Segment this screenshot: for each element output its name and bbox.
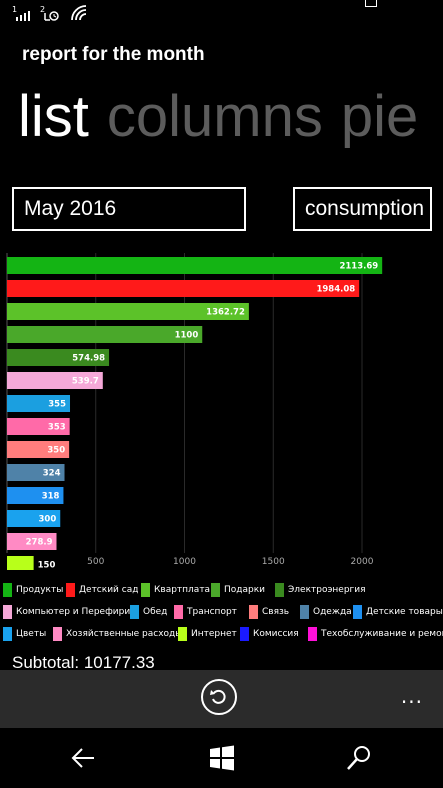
pivot-tab-pie[interactable]: pie [340, 84, 419, 149]
battery-icon [365, 0, 377, 7]
bar [7, 556, 34, 570]
legend-label: Интернет [191, 629, 237, 639]
bar-value-label: 2113.69 [339, 262, 378, 272]
month-selector[interactable]: May 2016 [12, 187, 246, 231]
bar [7, 326, 203, 343]
nav-bar [0, 728, 443, 788]
legend-label: Связь [262, 607, 290, 617]
bar [7, 257, 383, 274]
svg-text:2: 2 [40, 5, 45, 14]
sim2-signal-icon: 2 [40, 5, 59, 21]
legend-label: Компьютер и Перефирия [16, 607, 136, 617]
legend-swatch [174, 605, 183, 619]
legend-swatch [249, 605, 258, 619]
bar-value-label: 300 [39, 515, 57, 525]
legend-swatch [3, 605, 12, 619]
legend-swatch [141, 583, 150, 597]
legend-swatch [240, 627, 249, 641]
legend-label: Детский сад [79, 585, 139, 595]
bar-value-label: 355 [48, 400, 66, 410]
legend-swatch [53, 627, 62, 641]
legend-label: Цветы [16, 629, 47, 639]
pivot-tab-columns[interactable]: columns [106, 84, 323, 149]
signal-icon: 1 [12, 5, 30, 21]
legend-label: Одежда [313, 607, 352, 617]
undo-button[interactable] [201, 679, 237, 715]
legend-label: Хозяйственные расходы [66, 629, 183, 639]
page-title: report for the month [22, 44, 205, 65]
search-icon[interactable] [345, 744, 373, 772]
pivot-tab-list[interactable]: list [18, 84, 89, 149]
bar [7, 303, 249, 320]
legend-label: Электроэнергия [288, 585, 366, 595]
legend-label: Обед [143, 607, 168, 617]
legend-swatch [66, 583, 75, 597]
bar-value-label: 1100 [175, 331, 199, 341]
legend-swatch [308, 627, 317, 641]
legend-swatch [3, 583, 12, 597]
x-tick-label: 500 [87, 557, 104, 567]
legend-label: Квартплата [154, 585, 211, 595]
bar-chart: 500 1000 1500 2000 2113.69 1984.08 1362.72 1100… [6, 253, 383, 571]
legend-label: Детские товары [366, 607, 443, 617]
type-selector[interactable]: consumption [293, 187, 432, 231]
legend-swatch [300, 605, 309, 619]
more-button[interactable]: ... [400, 684, 423, 708]
legend-swatch [3, 627, 12, 641]
legend-label: Транспорт [187, 607, 237, 617]
bar [7, 441, 70, 458]
legend-swatch [211, 583, 220, 597]
bar-value-label: 318 [42, 492, 60, 502]
bar-value-label: 278.9 [26, 538, 53, 548]
bar [7, 487, 64, 504]
back-arrow-icon[interactable] [70, 744, 98, 772]
x-tick-label: 1500 [262, 557, 285, 567]
bar [7, 533, 57, 550]
legend-swatch [353, 605, 362, 619]
bar-value-label: 1362.72 [206, 308, 245, 318]
legend-swatch [178, 627, 187, 641]
bar-value-label: 324 [43, 469, 61, 479]
legend-label: Техобслуживание и ремонт [321, 629, 443, 639]
bar-value-label: 353 [48, 423, 66, 433]
bar [7, 418, 70, 435]
windows-start-icon[interactable] [208, 744, 236, 772]
bar [7, 395, 71, 412]
bar-value-label: 150 [38, 561, 56, 571]
pivot-header: list columns pie [18, 82, 436, 152]
svg-text:1: 1 [12, 5, 17, 14]
app-bar: ... [0, 670, 443, 728]
subtotal-text: Subtotal: 10177.33 [12, 653, 155, 672]
bar-value-label: 1984.08 [316, 285, 355, 295]
x-tick-label: 1000 [173, 557, 196, 567]
undo-icon [210, 689, 226, 704]
wifi-icon [71, 5, 87, 21]
bar [7, 510, 61, 527]
legend-swatch [275, 583, 284, 597]
bar [7, 349, 110, 366]
bar [7, 372, 103, 389]
legend-swatch [130, 605, 139, 619]
legend-label: Подарки [224, 585, 266, 595]
x-tick-label: 2000 [351, 557, 374, 567]
legend-label: Продукты [16, 585, 64, 595]
bar [7, 464, 65, 481]
bar-value-label: 539.7 [72, 377, 99, 387]
bar [7, 280, 360, 297]
status-bar: 1 2 [0, 0, 443, 26]
bar-value-label: 574.98 [72, 354, 105, 364]
bar-value-label: 350 [47, 446, 65, 456]
legend-label: Комиссия [253, 629, 299, 639]
